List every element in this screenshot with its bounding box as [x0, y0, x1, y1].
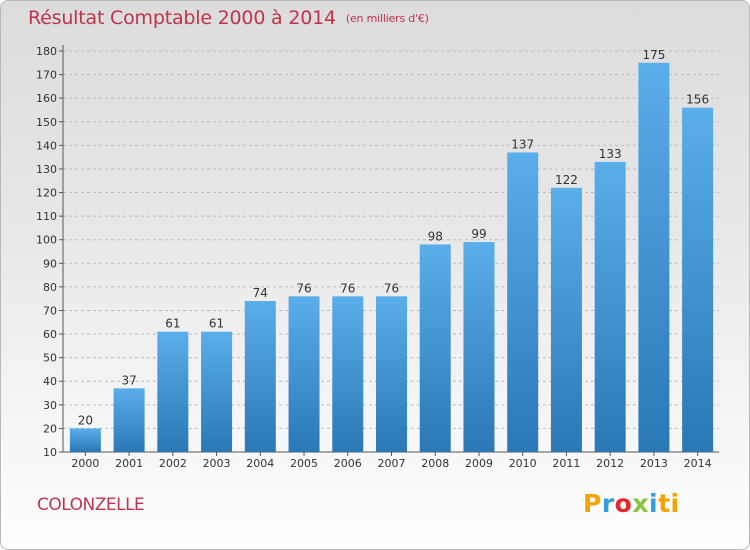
data-label: 98 — [428, 229, 443, 243]
chart-title: Résultat Comptable 2000 à 2014 (en millie… — [28, 7, 429, 29]
y-tick-label: 100 — [36, 234, 57, 247]
bar — [113, 388, 145, 452]
x-tick-label: 2004 — [246, 457, 274, 470]
x-tick-label: 2009 — [465, 457, 493, 470]
y-tick-label: 170 — [36, 69, 57, 82]
data-label: 137 — [511, 137, 534, 151]
y-tick-label: 130 — [36, 163, 57, 176]
bar — [376, 296, 407, 452]
x-tick-label: 2006 — [334, 457, 362, 470]
data-label: 122 — [555, 173, 578, 187]
data-label: 76 — [340, 281, 355, 295]
bar — [594, 161, 626, 453]
data-label: 156 — [686, 93, 709, 107]
data-label: 37 — [121, 373, 136, 387]
bar — [507, 152, 539, 452]
y-tick-label: 10 — [43, 446, 57, 459]
bar — [69, 428, 101, 452]
data-label: 74 — [253, 286, 268, 300]
x-tick-label: 2005 — [290, 457, 318, 470]
data-label: 61 — [209, 317, 224, 331]
data-label: 61 — [165, 317, 180, 331]
data-label: 99 — [471, 227, 486, 241]
y-tick-label: 180 — [36, 45, 57, 58]
y-tick-label: 80 — [43, 281, 57, 294]
y-tick-label: 30 — [43, 399, 57, 412]
x-tick-label: 2003 — [203, 457, 231, 470]
bar — [201, 331, 233, 452]
x-tick-label: 2013 — [640, 457, 668, 470]
x-tick-label: 2008 — [421, 457, 449, 470]
x-tick-label: 2007 — [378, 457, 406, 470]
chart-subtitle: (en milliers d'€) — [345, 12, 429, 25]
bar — [419, 244, 451, 452]
bar — [332, 296, 364, 452]
bar — [638, 62, 670, 452]
logo-letter: ti — [658, 489, 680, 518]
x-tick-label: 2010 — [509, 457, 537, 470]
bar — [288, 296, 320, 452]
x-tick-label: 2002 — [159, 457, 187, 470]
x-tick-label: 2014 — [684, 457, 712, 470]
data-label: 76 — [384, 281, 399, 295]
y-tick-label: 110 — [36, 210, 57, 223]
data-label: 175 — [642, 48, 665, 62]
x-tick-label: 2011 — [552, 457, 580, 470]
y-tick-label: 50 — [43, 352, 57, 365]
proxiti-logo: Proxiti — [583, 489, 680, 518]
y-tick-label: 150 — [36, 116, 57, 129]
x-tick-label: 2000 — [71, 457, 99, 470]
y-tick-label: 120 — [36, 187, 57, 200]
y-tick-label: 20 — [43, 422, 57, 435]
logo-letter: P — [583, 489, 602, 518]
logo-letter: r — [601, 489, 615, 518]
bar — [682, 107, 714, 453]
logo-letter: x — [632, 489, 649, 518]
y-tick-label: 60 — [43, 328, 57, 341]
y-tick-label: 160 — [36, 92, 57, 105]
bar — [463, 242, 495, 452]
y-tick-label: 140 — [36, 139, 57, 152]
chart-title-text: Résultat Comptable 2000 à 2014 — [28, 7, 336, 29]
y-tick-label: 70 — [43, 304, 57, 317]
data-label: 76 — [296, 281, 311, 295]
logo-letter: o — [614, 489, 633, 518]
bar — [550, 187, 582, 452]
x-tick-label: 2012 — [596, 457, 624, 470]
commune-name: COLONZELLE — [37, 495, 145, 515]
bar — [157, 331, 189, 452]
x-tick-label: 2001 — [115, 457, 143, 470]
logo-letter: i — [649, 489, 659, 518]
data-label: 133 — [599, 147, 622, 161]
bar — [244, 301, 276, 452]
y-tick-label: 90 — [43, 257, 57, 270]
data-label: 20 — [78, 413, 93, 427]
y-tick-label: 40 — [43, 375, 57, 388]
